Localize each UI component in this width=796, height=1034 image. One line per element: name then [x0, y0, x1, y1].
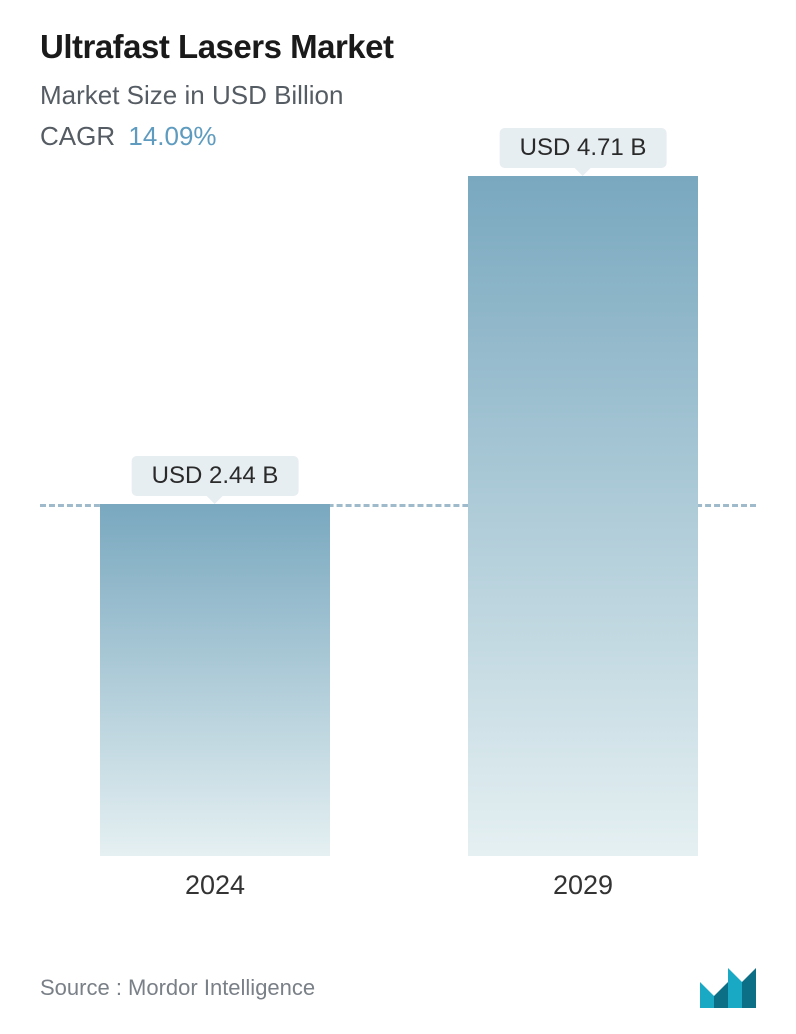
cagr-value: 14.09% [128, 121, 216, 151]
bar-fill [468, 176, 698, 856]
bar-2029: USD 4.71 B [468, 176, 698, 856]
x-label-2024: 2024 [100, 870, 330, 901]
bar-2024: USD 2.44 B [100, 504, 330, 856]
chart-container: Ultrafast Lasers Market Market Size in U… [0, 0, 796, 1034]
plot-region: USD 2.44 B2024USD 4.71 B2029 [40, 176, 756, 856]
bar-fill [100, 504, 330, 856]
value-badge-2029: USD 4.71 B [500, 128, 667, 168]
chart-area: USD 2.44 B 2024 USD 4.71 B 2029 [40, 176, 756, 1034]
chart-footer: Source : Mordor Intelligence [40, 968, 756, 1008]
cagr-label: CAGR [40, 121, 115, 151]
source-attribution: Source : Mordor Intelligence [40, 975, 315, 1001]
mordor-logo-icon [700, 968, 756, 1008]
value-badge-2024: USD 2.44 B [132, 456, 299, 496]
chart-subtitle: Market Size in USD Billion [40, 80, 756, 111]
x-label-2029: 2029 [468, 870, 698, 901]
chart-title: Ultrafast Lasers Market [40, 28, 756, 66]
